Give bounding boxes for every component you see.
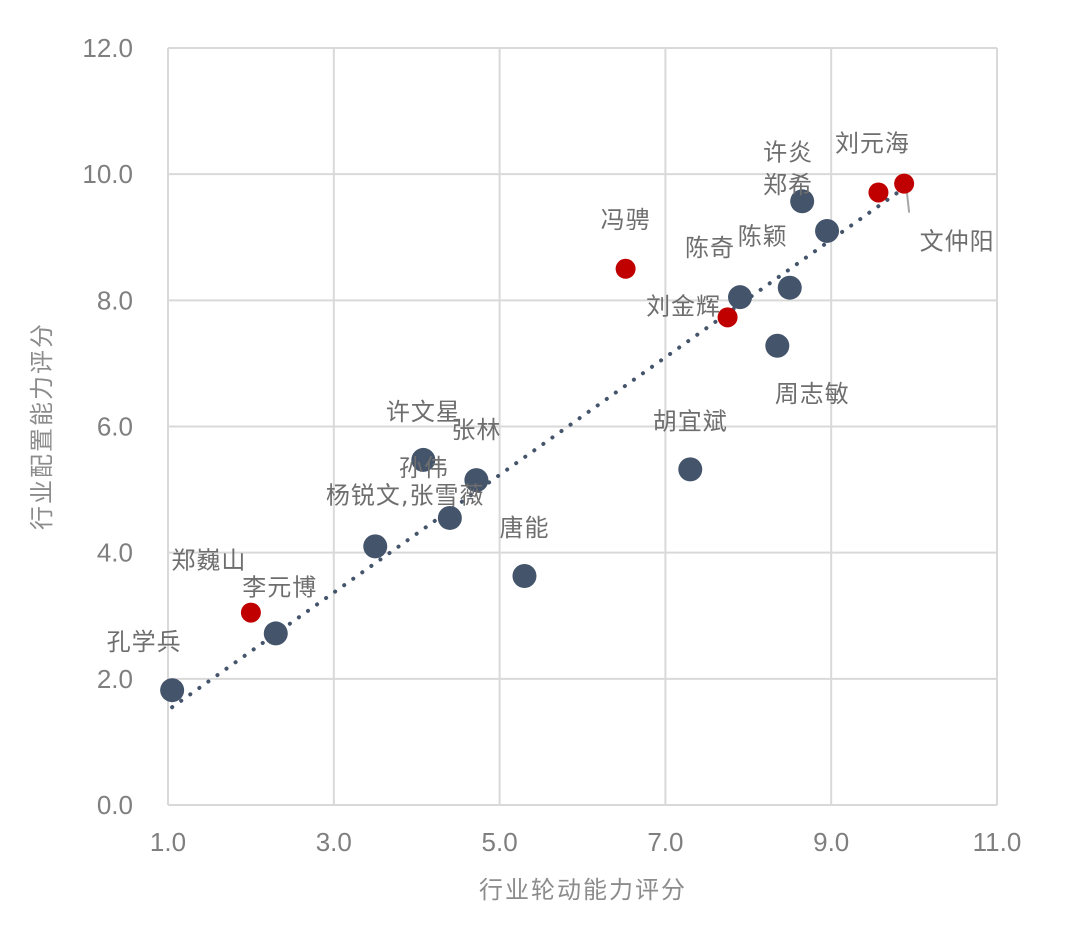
point-label: 郑巍山 [171,547,246,575]
y-tick-label: 0.0 [97,790,133,820]
point-label: 刘金辉 [646,292,721,320]
data-point [815,218,840,243]
data-point [765,333,790,358]
point-label: 杨锐文,张雪薇 [326,481,485,509]
y-tick-label: 2.0 [97,664,133,694]
point-label: 孔学兵 [107,628,182,656]
point-label: 张林 [451,416,501,444]
data-point [717,307,738,328]
data-point [160,678,185,703]
point-label: 唐能 [499,514,549,542]
data-point [263,621,288,646]
data-point [728,285,753,310]
data-points [160,173,915,703]
data-point [411,447,436,472]
tick-labels: 1.0 3.0 5.0 7.0 9.0 11.0 0.0 2.0 4.0 6.0 8.0 10.0 12… [82,33,1021,857]
x-tick-label: 7.0 [647,827,683,857]
data-point [790,189,815,214]
data-point [615,258,636,279]
data-point [437,505,462,530]
point-label: 陈颖 [738,223,788,251]
data-point [894,173,915,194]
y-tick-label: 6.0 [97,412,133,442]
point-label: 陈奇 [685,234,735,262]
x-axis-title: 行业轮动能力评分 [479,876,687,904]
y-axis-title: 行业配置能力评分 [28,322,56,530]
data-point [363,534,388,559]
x-tick-label: 1.0 [150,827,186,857]
data-point [868,182,889,203]
point-label: 许炎 [763,138,813,166]
data-point [777,275,802,300]
point-label: 冯骋 [601,206,651,234]
point-label: 文仲阳 [920,228,995,256]
point-label: 郑希 [763,171,813,199]
y-tick-label: 10.0 [82,159,133,189]
data-point [678,457,703,482]
data-point [512,564,537,589]
point-label: 胡宜斌 [653,407,728,435]
point-label: 许文星 [386,398,461,426]
grid [167,47,998,806]
x-tick-label: 11.0 [973,827,1022,857]
y-tick-label: 8.0 [97,285,133,315]
x-tick-label: 9.0 [813,827,849,857]
y-tick-label: 12.0 [82,33,133,63]
y-tick-label: 4.0 [97,538,133,568]
data-point [464,468,489,493]
x-tick-label: 3.0 [316,827,352,857]
point-label: 刘元海 [835,129,910,157]
x-tick-label: 5.0 [482,827,518,857]
point-label: 李元博 [242,573,317,601]
data-point [240,602,261,623]
point-label: 周志敏 [775,380,850,408]
point-label: 孙伟 [399,454,449,482]
